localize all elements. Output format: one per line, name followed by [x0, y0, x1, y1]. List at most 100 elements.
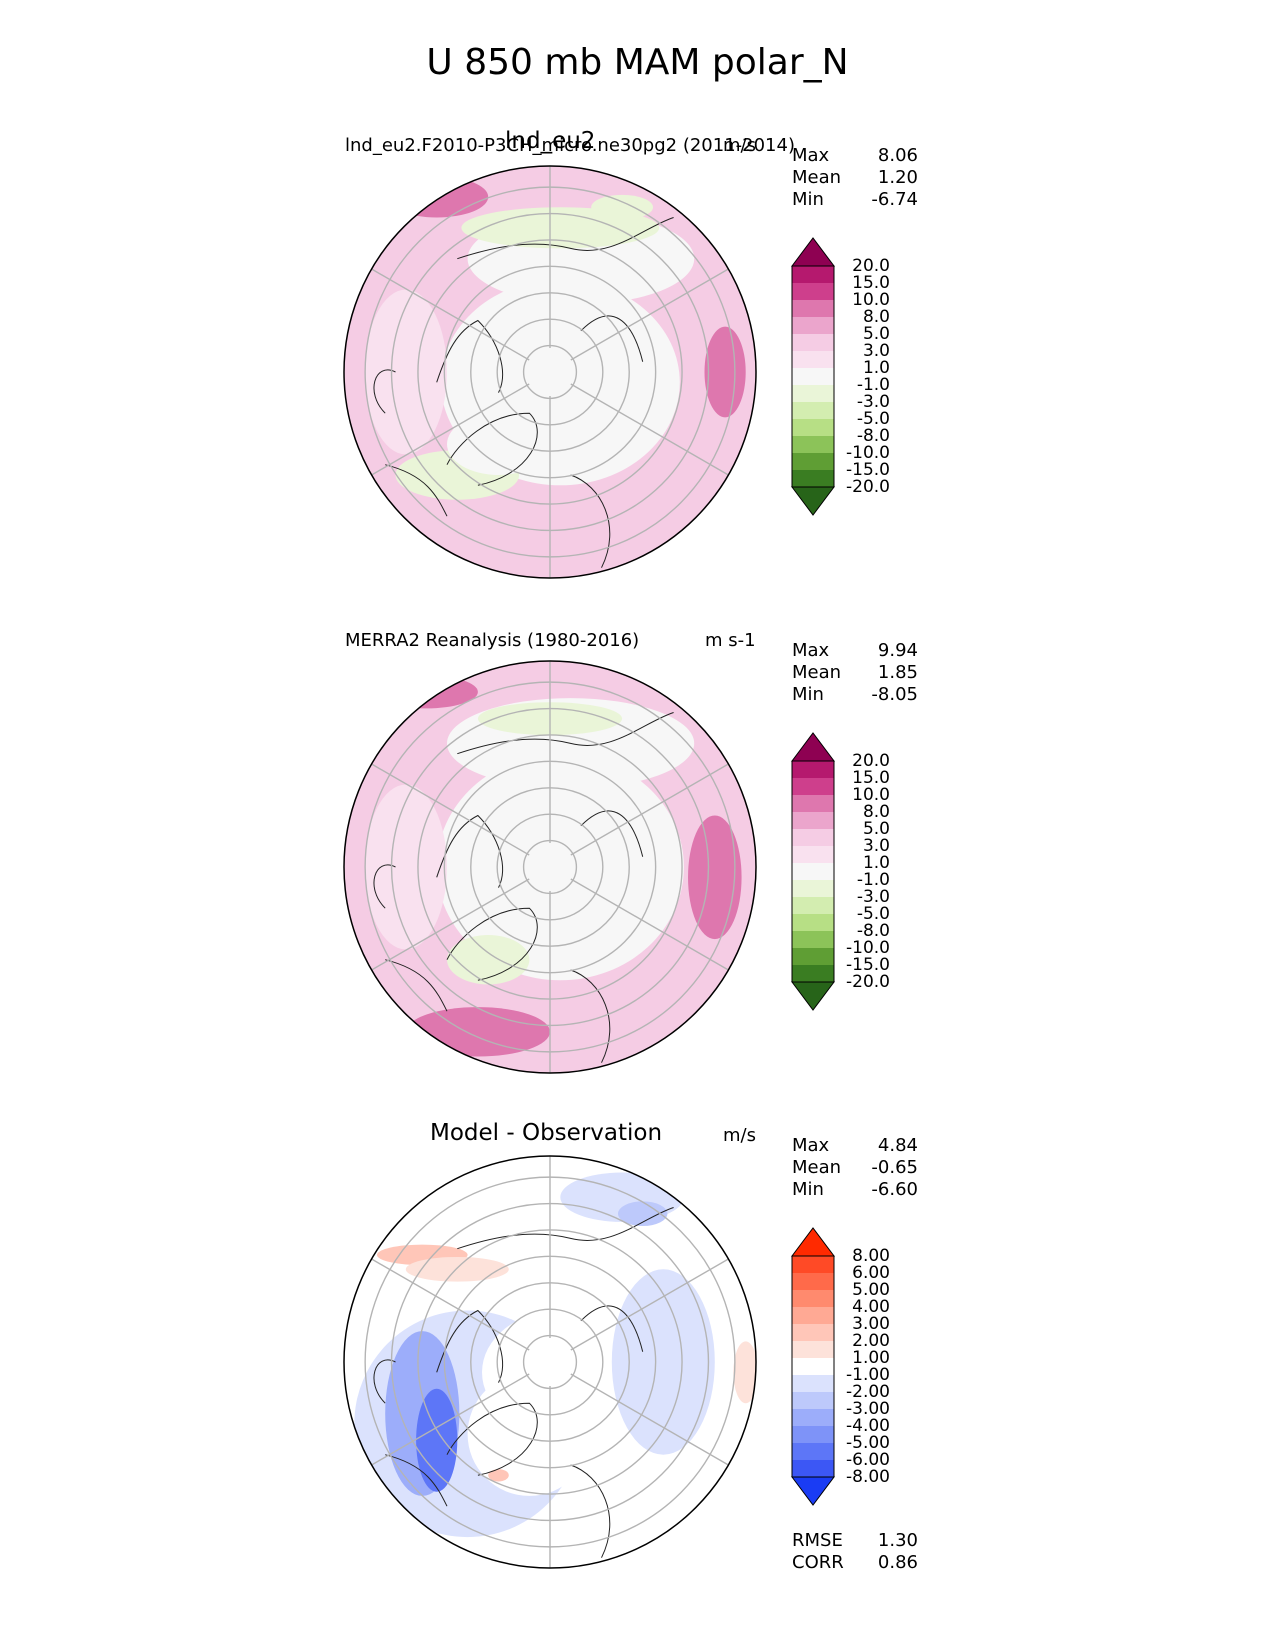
panel1-contour-region-8 — [385, 176, 489, 218]
panel3-colorbar-extend-top — [791, 1227, 835, 1257]
panel1-colorbar-tick-label: 15.0 — [852, 273, 890, 293]
panel1-stat-mean-label: Mean — [792, 167, 842, 188]
panel1-meridian — [570, 268, 729, 361]
panel3-colorbar-tick-label: 6.00 — [852, 1263, 890, 1283]
panel2-stat-mean-label: Mean — [792, 662, 842, 683]
panel1-colorbar-extend-top — [791, 237, 835, 267]
panel1-stat-max-value: 8.06 — [877, 145, 918, 166]
panel2-colorbar-bin-0 — [792, 761, 834, 779]
panel2-colorbar-bin-10 — [792, 931, 834, 949]
panel3-meridian — [371, 1373, 530, 1466]
panel1-colorbar-tick-label: -15.0 — [846, 460, 890, 480]
panel1-colorbar-bin-10 — [792, 436, 834, 454]
panel3-contour-region-8 — [617, 1201, 668, 1227]
panel2-colorbar-tick-label: -20.0 — [846, 972, 890, 992]
panel2-colorbar-bin-8 — [792, 897, 834, 915]
panel3-colorbar-tick-label: 4.00 — [852, 1297, 890, 1317]
panel2-stat-min-value: -8.05 — [871, 684, 918, 705]
panel1-coastline-1 — [436, 319, 503, 393]
panel3-meridian — [371, 1258, 530, 1351]
panel2-colorbar-bin-4 — [792, 829, 834, 847]
panel1-coastline-3 — [570, 474, 611, 568]
panel3-colorbar-bin-6 — [792, 1358, 834, 1376]
panel1-colorbar-bin-8 — [792, 402, 834, 420]
panel2-map-boundary — [343, 660, 757, 1074]
panel2-meridian — [570, 878, 729, 971]
panel3-corr-value: 0.86 — [877, 1552, 918, 1573]
panel3-coastline-5 — [373, 1359, 396, 1404]
panel3-map-fill — [344, 1156, 756, 1568]
panel3-units: m/s — [723, 1125, 756, 1146]
panel3-colorbar-tick-label: -4.00 — [846, 1416, 890, 1436]
panel3-colorbar-bin-8 — [792, 1392, 834, 1410]
panel3-corr-label: CORR — [792, 1552, 844, 1573]
panel3-contour-region-6 — [611, 1269, 715, 1455]
panel3-contour-region-11 — [733, 1341, 756, 1404]
panel2-colorbar-extend-top — [791, 732, 835, 762]
panel1-colorbar-tick-label: 5.0 — [862, 324, 890, 344]
panel3-contour-region-12 — [488, 1469, 509, 1482]
panel3-colorbar-tick-label: -3.00 — [846, 1399, 890, 1419]
panel1-colorbar-bin-9 — [792, 419, 834, 437]
panel1-meridian — [371, 383, 530, 476]
panel3-colorbar-bin-11 — [792, 1443, 834, 1461]
panel1-colorbar-extend-bottom — [791, 486, 835, 516]
panel1-colorbar-bin-3 — [792, 317, 834, 335]
panel3-stat-max-value: 4.84 — [877, 1135, 918, 1156]
panel1-colorbar-tick-label: -20.0 — [846, 477, 890, 497]
panel2-contour-region-4 — [688, 815, 742, 940]
panel2-coastline-2 — [446, 907, 538, 981]
panel2-colorbar-bin-3 — [792, 812, 834, 830]
panel1-colorbar-bin-2 — [792, 300, 834, 318]
panel1-contour-region-4 — [591, 194, 653, 220]
panel3-coastline-6 — [385, 1454, 448, 1507]
panel1-colorbar-tick-label: -5.0 — [856, 409, 890, 429]
panel3-meridian — [570, 1373, 729, 1466]
panel1-meridian — [570, 383, 729, 476]
panel1-colorbar-bin-0 — [792, 266, 834, 284]
panel3-stat-max-label: Max — [792, 1135, 830, 1156]
panel2-map-fill — [344, 661, 756, 1073]
panel3-colorbar-tick-label: 5.00 — [852, 1280, 890, 1300]
panel1-colorbar-frame — [791, 265, 835, 488]
panel1-stat-min-label: Min — [792, 189, 824, 210]
panel1-colorbar-bin-4 — [792, 334, 834, 352]
panel3-colorbar-tick-label: 2.00 — [852, 1331, 890, 1351]
panel3-colorbar-bin-9 — [792, 1409, 834, 1427]
panel2-colorbar-tick-label: -3.0 — [856, 887, 890, 907]
panel1-colorbar-tick-label: 8.0 — [862, 307, 890, 327]
panel3-colorbar-tick-label: -8.00 — [846, 1467, 890, 1487]
panel3-coastline-0 — [457, 1207, 674, 1250]
panel3-colorbar-tick-label: -5.00 — [846, 1433, 890, 1453]
panel2-meridian — [371, 878, 530, 971]
panel2-colorbar-frame — [791, 760, 835, 983]
panel2-meridian — [371, 763, 530, 856]
panel3-coastline-1 — [436, 1309, 503, 1383]
panel1-contour-region-10 — [477, 402, 520, 465]
panel2-coastline-6 — [385, 959, 448, 1012]
panel1-contour-region-7 — [704, 326, 746, 418]
panel2-colorbar-bin-2 — [792, 795, 834, 813]
panel1-colorbar-tick-label: -10.0 — [846, 443, 890, 463]
panel3-colorbar-extend-bottom — [791, 1476, 835, 1506]
panel3-colorbar-bin-3 — [792, 1307, 834, 1325]
panel3-colorbar-bin-2 — [792, 1290, 834, 1308]
panel1-stat-max-label: Max — [792, 145, 830, 166]
panel3-colorbar-tick-label: -6.00 — [846, 1450, 890, 1470]
panel1-coastline-2 — [446, 412, 538, 486]
panel1-map-fill — [344, 166, 756, 578]
panel3-colorbar-tick-label: 8.00 — [852, 1246, 890, 1266]
panel3-colorbar-tick-label: -1.00 — [846, 1365, 890, 1385]
panel2-units: m s-1 — [705, 630, 756, 651]
panel1-units: m/s — [723, 135, 756, 156]
panel1-colorbar-tick-label: -3.0 — [856, 392, 890, 412]
panel2-colorbar-tick-label: 5.0 — [862, 819, 890, 839]
panel3-title-center: Model - Observation — [430, 1120, 663, 1146]
panel2-colorbar-bin-11 — [792, 948, 834, 966]
panel2-coastline-0 — [457, 712, 674, 755]
panel2-coastline-3 — [570, 969, 611, 1063]
panel1-colorbar-tick-label: 20.0 — [852, 256, 890, 276]
panel2-colorbar-tick-label: 10.0 — [852, 785, 890, 805]
panel3-colorbar-bin-4 — [792, 1324, 834, 1342]
